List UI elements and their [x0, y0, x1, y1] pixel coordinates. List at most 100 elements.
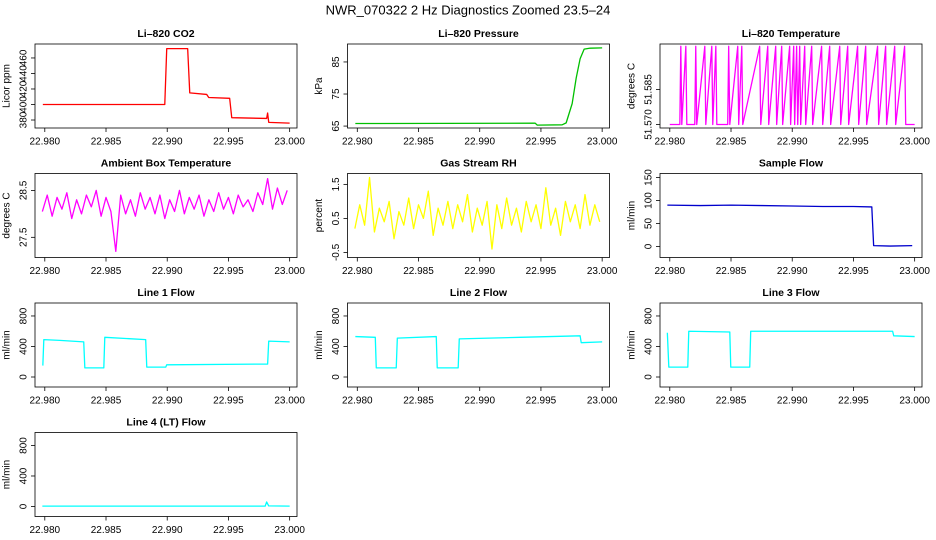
page-title: NWR_070322 2 Hz Diagnostics Zoomed 23.5–…	[326, 2, 611, 17]
y-tick-label: 800	[19, 307, 30, 324]
plot-frame	[347, 173, 610, 258]
y-tick-label: 380	[19, 111, 30, 128]
x-tick-label: 23.000	[274, 525, 305, 536]
panel-title: Line 1 Flow	[137, 287, 195, 299]
data-line	[42, 501, 290, 507]
x-tick-label: 22.985	[91, 525, 122, 536]
x-tick-label: 23.000	[899, 137, 930, 148]
y-tick-label: 0	[19, 503, 30, 509]
x-tick-label: 22.985	[403, 266, 434, 277]
y-tick-label: 150	[644, 169, 655, 186]
data-line	[354, 176, 601, 250]
y-tick-label: 100	[644, 192, 655, 209]
x-tick-label: 22.985	[716, 137, 747, 148]
y-tick-label: 1.5	[331, 177, 342, 191]
x-tick-label: 22.990	[152, 266, 183, 277]
plot-frame	[347, 43, 610, 129]
y-tick-label: 440	[19, 65, 30, 82]
y-tick-label: 400	[19, 467, 30, 484]
panel-title: Li–820 Temperature	[742, 28, 841, 40]
x-tick-label: 23.000	[899, 266, 930, 277]
x-tick-label: 22.980	[654, 266, 685, 277]
panel-title: Line 2 Flow	[450, 287, 508, 299]
x-tick-label: 23.000	[274, 137, 305, 148]
y-axis-label: ml/min	[2, 330, 13, 359]
x-tick-label: 22.995	[213, 525, 244, 536]
y-tick-label: 400	[644, 338, 655, 355]
y-tick-label: 0	[331, 374, 342, 380]
panel-title: Line 3 Flow	[762, 287, 820, 299]
plot-frame	[34, 43, 298, 129]
y-tick-label: 800	[331, 307, 342, 324]
x-tick-label: 22.980	[654, 137, 685, 148]
x-tick-label: 22.980	[654, 396, 685, 407]
y-tick-label: 28.5	[19, 180, 30, 200]
data-line	[42, 336, 290, 369]
y-tick-label: 85	[331, 56, 342, 68]
y-axis-label: degrees C	[627, 63, 638, 109]
x-tick-label: 22.990	[777, 266, 808, 277]
plot-frame	[34, 302, 298, 388]
x-tick-label: 22.995	[213, 266, 244, 277]
x-tick-label: 23.000	[587, 396, 618, 407]
plot-frame	[659, 173, 923, 258]
x-tick-label: 22.990	[777, 396, 808, 407]
x-tick-label: 22.985	[716, 266, 747, 277]
x-tick-label: 23.000	[587, 137, 618, 148]
y-tick-label: 0	[644, 374, 655, 380]
y-axis-label: ml/min	[314, 330, 325, 359]
y-tick-label: 75	[331, 88, 342, 100]
panel-title: Li–820 CO2	[137, 28, 194, 40]
x-tick-label: 22.990	[777, 137, 808, 148]
data-line	[355, 47, 603, 126]
panel-title: Li–820 Pressure	[438, 28, 519, 40]
x-tick-label: 22.995	[526, 266, 557, 277]
data-line	[667, 204, 913, 247]
x-tick-label: 22.995	[213, 396, 244, 407]
data-line	[669, 45, 915, 126]
data-line	[355, 335, 603, 369]
y-tick-label: 0	[644, 243, 655, 249]
x-tick-label: 22.980	[29, 396, 60, 407]
x-tick-label: 23.000	[587, 266, 618, 277]
x-tick-label: 22.980	[29, 266, 60, 277]
y-tick-label: 400	[19, 96, 30, 113]
y-axis-label: kPa	[314, 77, 325, 95]
x-tick-label: 23.000	[899, 396, 930, 407]
y-tick-label: 51.570	[644, 109, 655, 140]
y-axis-label: ml/min	[627, 330, 638, 359]
y-tick-label: 800	[19, 437, 30, 454]
x-tick-label: 23.000	[274, 396, 305, 407]
x-tick-label: 22.990	[152, 525, 183, 536]
x-tick-label: 22.990	[464, 137, 495, 148]
x-tick-label: 22.980	[29, 525, 60, 536]
plot-frame	[347, 302, 610, 388]
x-tick-label: 22.990	[152, 396, 183, 407]
x-tick-label: 22.985	[91, 396, 122, 407]
y-axis-label: percent	[314, 199, 325, 233]
x-tick-label: 22.995	[838, 396, 869, 407]
y-axis-label: ml/min	[627, 201, 638, 230]
panel-title: Gas Stream RH	[440, 157, 516, 169]
x-tick-label: 22.985	[91, 137, 122, 148]
x-tick-label: 22.990	[152, 137, 183, 148]
panel-title: Line 4 (LT) Flow	[126, 416, 206, 428]
x-tick-label: 22.995	[838, 137, 869, 148]
panel-title: Ambient Box Temperature	[101, 157, 232, 169]
x-tick-label: 22.980	[29, 137, 60, 148]
x-tick-label: 22.980	[342, 396, 373, 407]
y-tick-label: 400	[19, 338, 30, 355]
plot-frame	[659, 43, 923, 129]
x-tick-label: 22.985	[403, 137, 434, 148]
x-tick-label: 23.000	[274, 266, 305, 277]
y-tick-label: 51.585	[644, 74, 655, 105]
y-tick-label: 50	[644, 218, 655, 230]
y-tick-label: -0.5	[331, 243, 342, 261]
x-tick-label: 22.990	[464, 396, 495, 407]
y-tick-label: 27.5	[19, 227, 30, 247]
y-tick-label: 460	[19, 49, 30, 66]
y-tick-label: 0	[19, 374, 30, 380]
y-axis-label: degrees C	[2, 192, 13, 238]
